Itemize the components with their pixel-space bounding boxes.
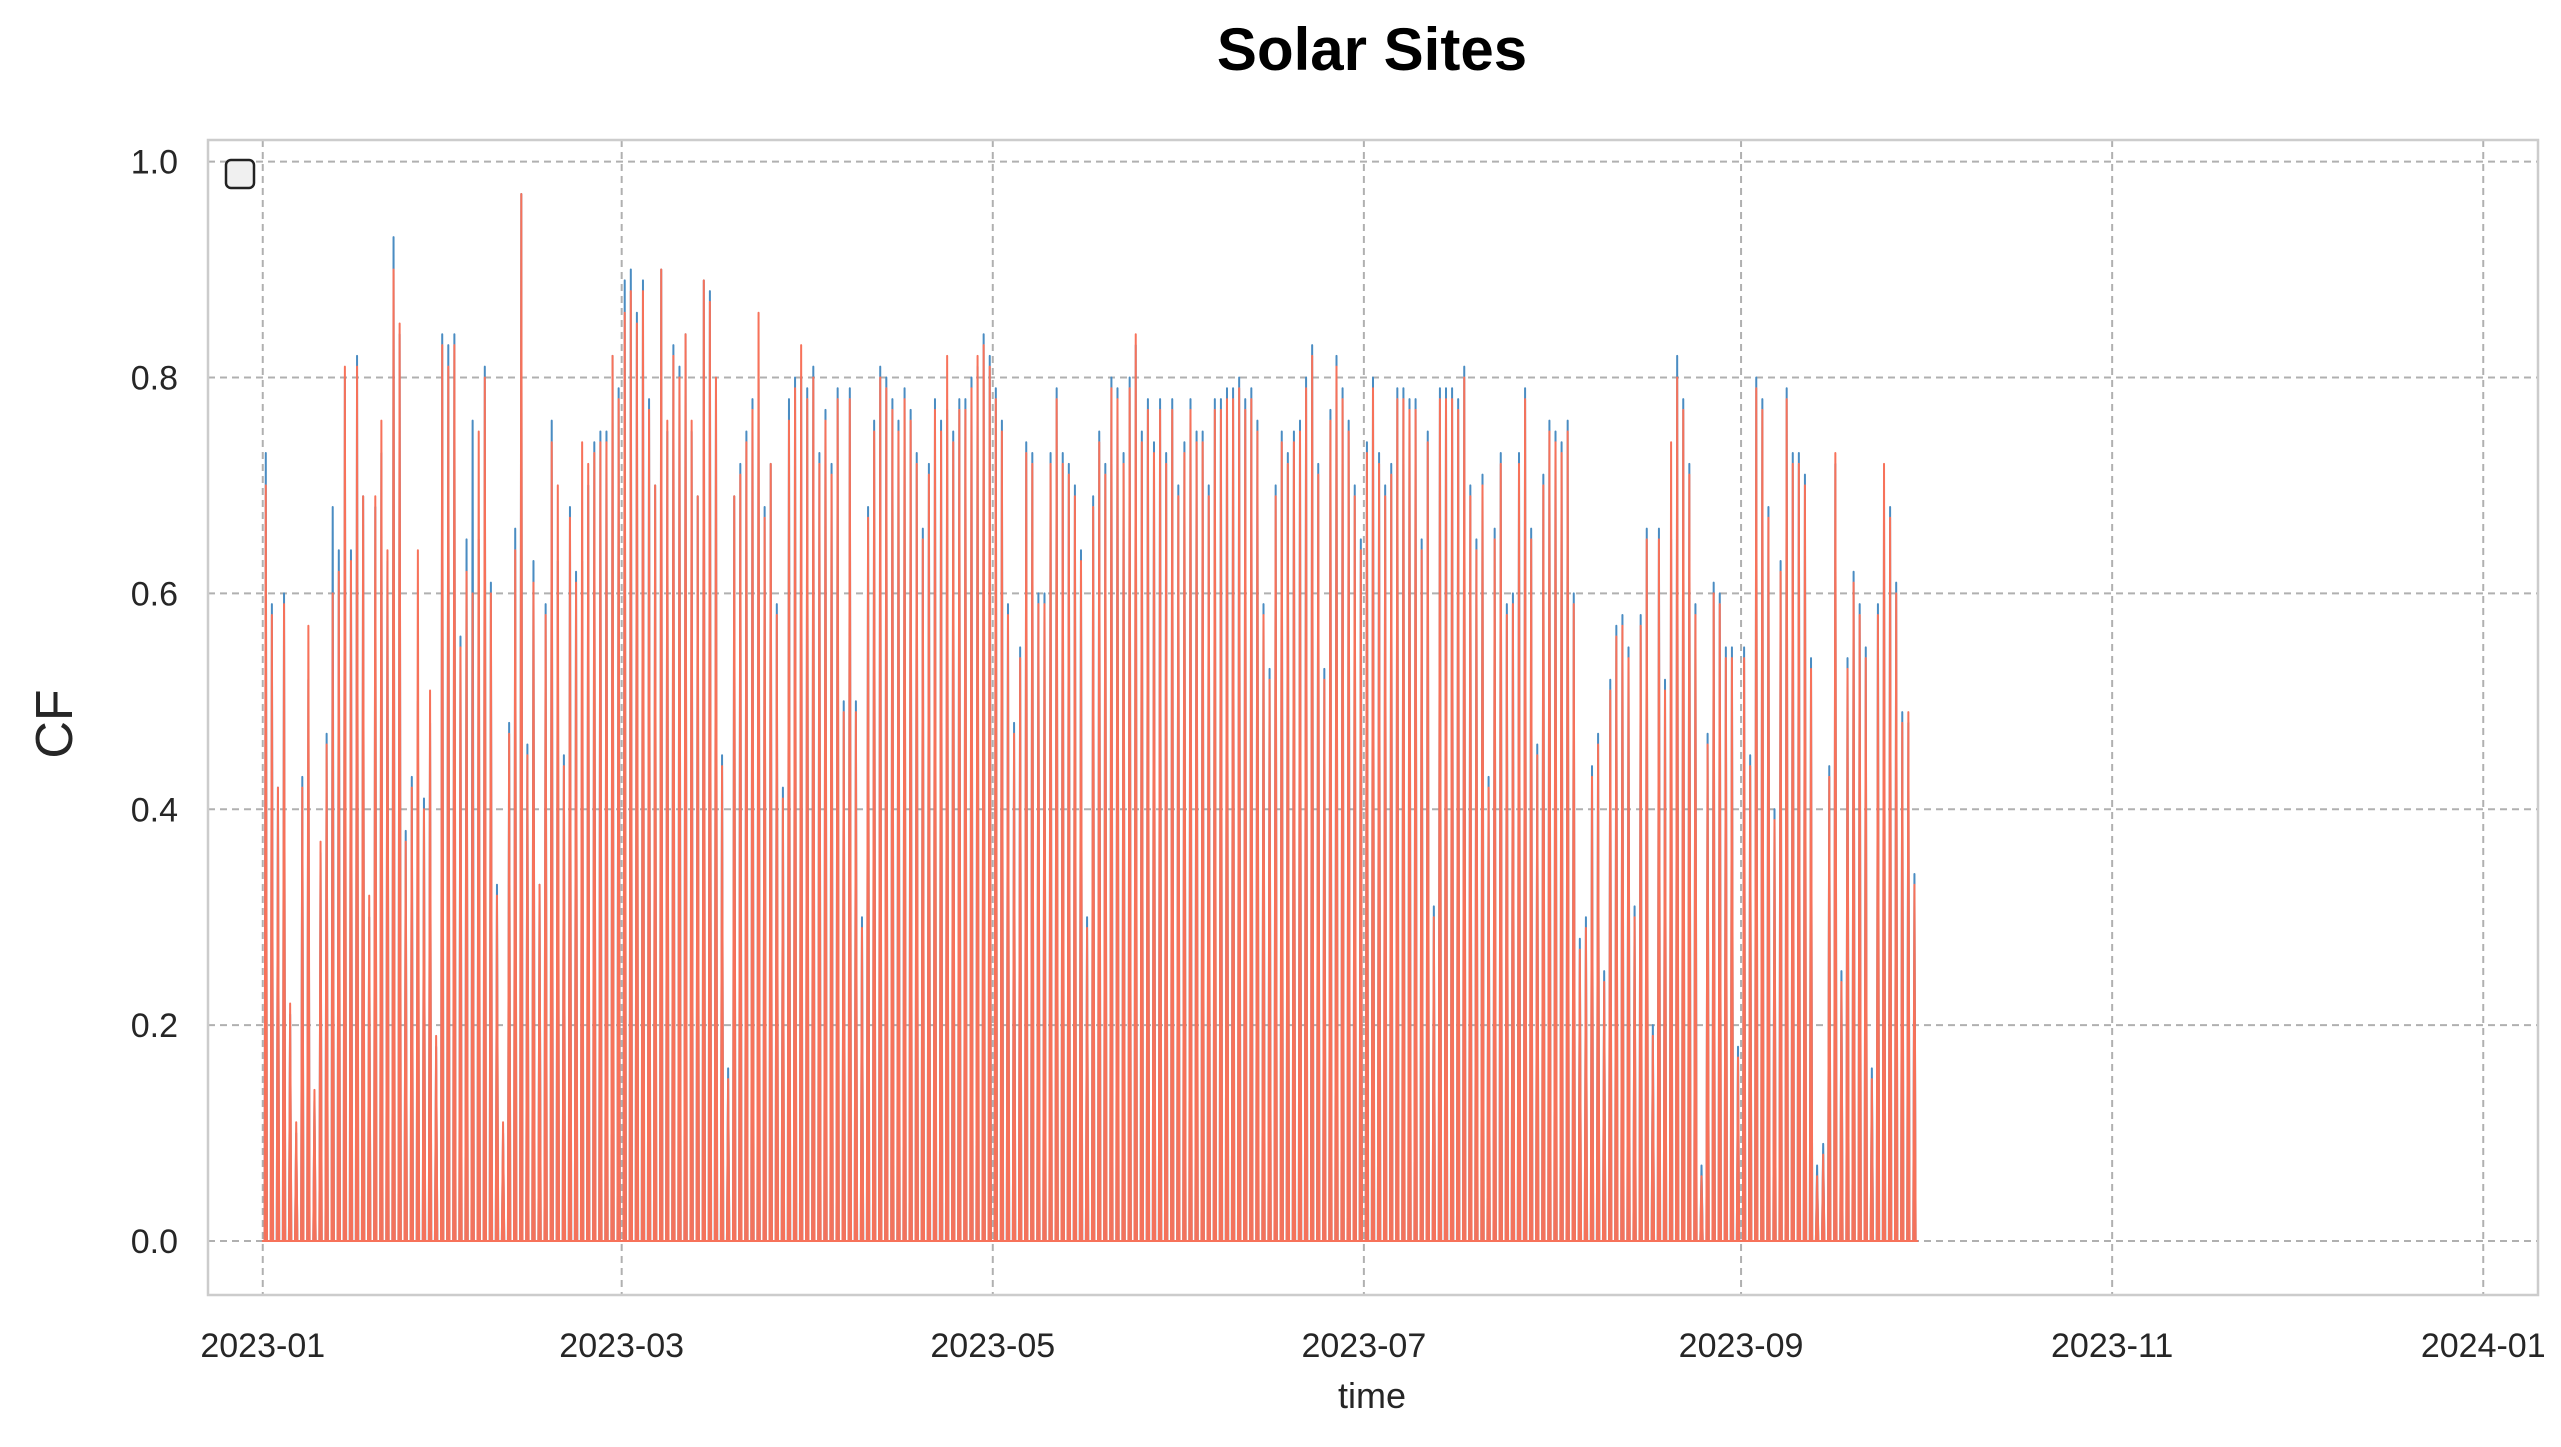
- legend-box: [224, 158, 256, 190]
- y-tick-label: 0.6: [131, 575, 178, 613]
- plot-frame: [206, 138, 2540, 1297]
- y-tick-labels: 0.0 0.2 0.4 0.6 0.8 1.0: [131, 144, 178, 1261]
- series-layer: [261, 192, 1919, 1243]
- x-tick-label: 2023-01: [200, 1327, 325, 1365]
- x-tick-label: 2024-01: [2421, 1327, 2546, 1365]
- x-tick-labels: 2023-01 2023-03 2023-05 2023-07 2023-09 2023-…: [200, 1327, 2545, 1365]
- x-axis-label: time: [1338, 1375, 1406, 1416]
- series-2-area: [261, 192, 1919, 1243]
- y-tick-label: 1.0: [131, 144, 178, 182]
- y-tick-label: 0.8: [131, 359, 178, 397]
- x-tick-label: 2023-07: [1301, 1327, 1426, 1365]
- x-tick-label: 2023-11: [2051, 1327, 2173, 1365]
- chart-title: Solar Sites: [1217, 16, 1527, 83]
- x-tick-label: 2023-05: [930, 1327, 1055, 1365]
- y-tick-label: 0.4: [131, 791, 178, 829]
- y-tick-label: 0.2: [131, 1007, 178, 1045]
- x-tick-label: 2023-09: [1679, 1327, 1804, 1365]
- x-tick-label: 2023-03: [559, 1327, 684, 1365]
- y-axis-label: CF: [26, 689, 84, 758]
- y-tick-label: 0.0: [131, 1223, 178, 1261]
